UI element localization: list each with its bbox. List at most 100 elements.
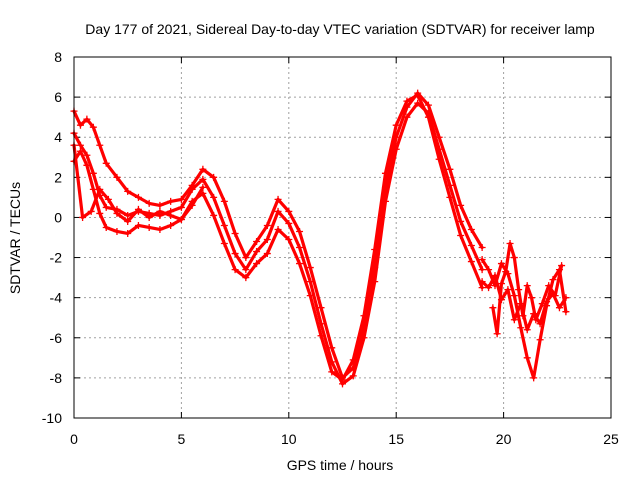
data-point-marker: [551, 292, 559, 300]
x-tick-label: 25: [603, 431, 619, 447]
data-point-marker: [96, 185, 104, 193]
data-point-marker: [89, 123, 97, 131]
data-point-marker: [446, 193, 454, 201]
data-point-marker: [491, 282, 499, 290]
data-point-marker: [296, 227, 304, 235]
x-tick-label: 0: [70, 431, 78, 447]
data-point-marker: [502, 268, 510, 276]
data-point-marker: [220, 221, 228, 229]
data-point-marker: [519, 312, 527, 320]
data-point-marker: [113, 209, 121, 217]
data-point-marker: [220, 197, 228, 205]
data-point-marker: [545, 282, 553, 290]
data-point-marker: [489, 304, 497, 312]
data-point-marker: [478, 256, 486, 264]
y-tick-label: 8: [54, 49, 62, 65]
y-tick-labels: -10 -8 -6 -4 -2 0 2 4 6 8: [42, 49, 62, 426]
data-point-marker: [76, 147, 84, 155]
data-point-marker: [145, 213, 153, 221]
data-point-marker: [242, 254, 250, 262]
y-tick-label: -10: [42, 410, 62, 426]
data-point-marker: [124, 229, 132, 237]
data-point-marker: [424, 101, 432, 109]
data-point-marker: [253, 238, 261, 246]
series-line: [480, 257, 568, 380]
data-point-marker: [497, 280, 505, 288]
plot-frame: [73, 56, 612, 419]
data-point-marker: [543, 302, 551, 310]
data-point-marker: [506, 240, 514, 248]
y-tick-label: -6: [50, 330, 63, 346]
data-point-marker: [562, 308, 570, 316]
data-point-marker: [231, 229, 239, 237]
data-point-marker: [414, 91, 422, 99]
series-trace-7: [489, 240, 566, 338]
data-point-marker: [199, 183, 207, 191]
data-point-marker: [528, 294, 536, 302]
series-trace-2: [70, 99, 486, 388]
data-point-marker: [134, 221, 142, 229]
data-point-marker: [381, 197, 389, 205]
data-point-marker: [371, 246, 379, 254]
data-point-marker: [188, 201, 196, 209]
data-point-marker: [83, 151, 91, 159]
data-point-marker: [263, 250, 271, 258]
grid: [74, 57, 611, 418]
data-point-marker: [210, 211, 218, 219]
data-point-marker: [285, 236, 293, 244]
series-line: [72, 101, 484, 386]
x-tick-label: 20: [496, 431, 512, 447]
data-point-marker: [167, 221, 175, 229]
data-point-marker: [156, 207, 164, 215]
y-tick-label: 4: [54, 129, 62, 145]
series-line: [72, 143, 205, 224]
data-point-marker: [167, 211, 175, 219]
data-point-marker: [89, 169, 97, 177]
data-point-marker: [485, 266, 493, 274]
data-point-marker: [549, 276, 557, 284]
data-point-marker: [242, 274, 250, 282]
data-point-marker: [306, 292, 314, 300]
data-point-marker: [231, 266, 239, 274]
data-point-marker: [134, 193, 142, 201]
data-point-marker: [392, 121, 400, 129]
series-line: [72, 93, 484, 382]
data-point-marker: [306, 264, 314, 272]
series-trace-4: [70, 141, 207, 225]
data-point-marker: [339, 376, 346, 384]
data-point-marker: [478, 266, 486, 274]
data-point-marker: [457, 231, 465, 239]
data-point-marker: [145, 199, 153, 207]
data-point-marker: [349, 372, 357, 380]
data-point-marker: [467, 242, 475, 250]
data-point-marker: [167, 197, 175, 205]
data-point-marker: [102, 203, 110, 211]
data-point-marker: [530, 374, 538, 382]
data-point-marker: [381, 169, 389, 177]
data-point-marker: [177, 195, 185, 203]
data-point-marker: [306, 278, 314, 286]
data-point-marker: [371, 278, 379, 286]
data-point-marker: [156, 225, 164, 233]
data-point-marker: [124, 217, 132, 225]
data-point-marker: [274, 207, 282, 215]
data-point-marker: [102, 159, 110, 167]
data-point-marker: [96, 141, 104, 149]
data-point-marker: [424, 113, 432, 121]
data-point-marker: [113, 173, 121, 181]
data-point-marker: [510, 292, 518, 300]
series-trace-3: [70, 91, 486, 384]
data-point-marker: [296, 244, 304, 252]
data-point-marker: [199, 175, 207, 183]
data-point-marker: [392, 145, 400, 153]
data-point-marker: [467, 258, 475, 266]
data-point-marker: [274, 225, 282, 233]
data-point-marker: [263, 221, 271, 229]
data-point-marker: [349, 356, 357, 364]
data-point-marker: [478, 244, 486, 252]
data-point-marker: [124, 187, 132, 195]
data-point-marker: [76, 121, 84, 129]
data-point-marker: [96, 209, 104, 217]
data-point-marker: [83, 115, 91, 123]
data-point-marker: [478, 284, 486, 292]
